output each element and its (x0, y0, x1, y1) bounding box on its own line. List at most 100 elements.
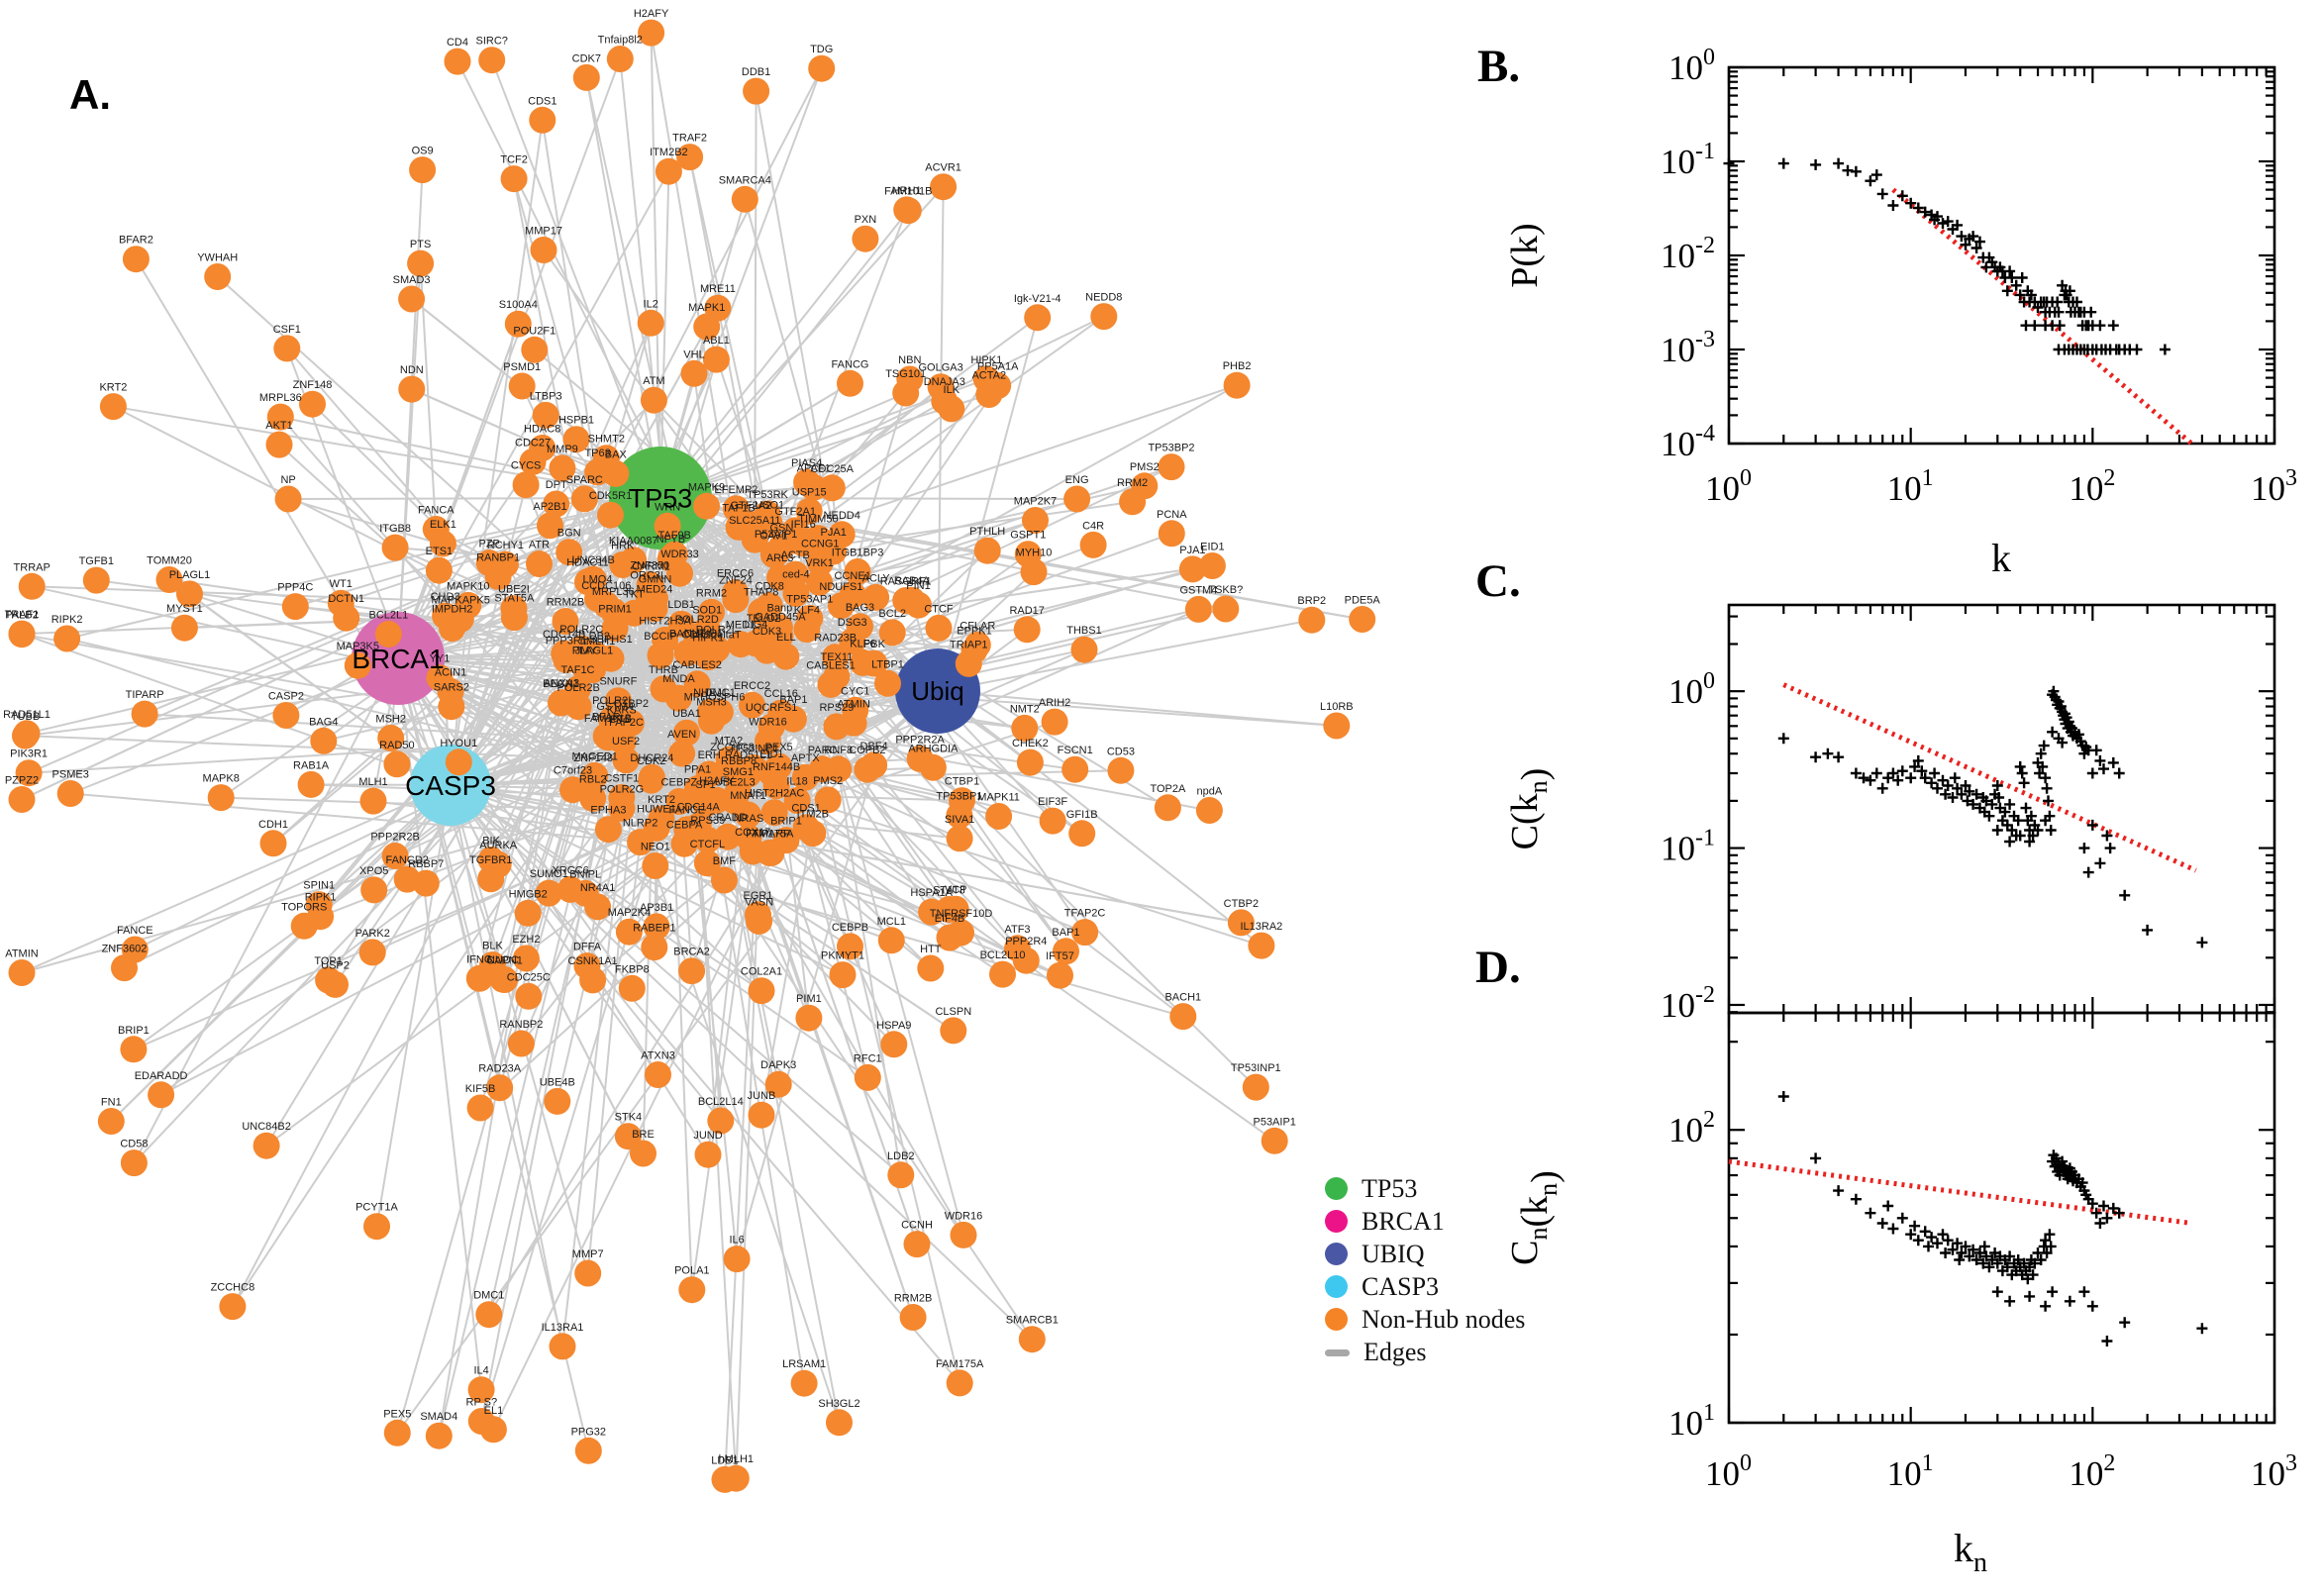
network-node (274, 485, 302, 513)
network-node (1090, 303, 1118, 331)
plot-frame (1727, 65, 2276, 446)
network-node (99, 393, 127, 421)
tick-label: 102 (1668, 1107, 1715, 1149)
legend-item-ubiq: UBIQ (1325, 1238, 1525, 1270)
network-node (660, 541, 688, 568)
network-edge (279, 416, 596, 777)
network-node (694, 826, 722, 853)
network-edge (21, 633, 452, 786)
network-node-label: COX17 (735, 827, 770, 839)
network-node (823, 713, 851, 741)
legend-label: BRCA1 (1362, 1206, 1445, 1236)
network-node-label: APTX (791, 752, 820, 764)
network-edge (584, 800, 736, 895)
network-node (281, 593, 309, 621)
network-node (515, 982, 543, 1010)
network-node (170, 614, 198, 642)
network-node-label: CARM1 (632, 560, 670, 572)
network-node (698, 641, 726, 668)
network-node (8, 959, 36, 986)
edge-swatch-icon (1325, 1349, 1350, 1356)
network-node-label: RBBP8 (721, 755, 757, 767)
network-node-label: PEX5 (765, 742, 793, 753)
network-node (1195, 797, 1223, 824)
network-node (725, 766, 753, 794)
nonhub-swatch-icon (1325, 1308, 1348, 1331)
network-node-label: CCDC106 (581, 580, 631, 592)
network-node (942, 895, 969, 923)
network-node (842, 696, 869, 724)
network-node (735, 824, 762, 851)
network-node-label: FAM101B (584, 713, 632, 725)
network-node (731, 185, 758, 213)
network-edge (937, 317, 1039, 692)
network-edge (397, 657, 1054, 823)
network-node (673, 719, 700, 747)
network-node (549, 1333, 576, 1360)
network-node-label: BRIP1 (770, 816, 802, 828)
scatter-points (1777, 685, 2208, 948)
network-node (1198, 552, 1226, 579)
network-node (606, 46, 634, 72)
network-node-label: PJA1 (821, 527, 847, 539)
network-node-label: Banp (767, 603, 793, 615)
legend-label: TP53 (1362, 1173, 1418, 1203)
network-node (701, 703, 728, 730)
network-node (604, 687, 632, 715)
network-node (764, 1070, 792, 1098)
network-node-label: THAP8 (744, 587, 778, 599)
network-edge (659, 238, 866, 499)
network-node (148, 1081, 175, 1109)
network-node (519, 448, 547, 475)
network-edge (450, 408, 953, 786)
network-node (823, 662, 851, 690)
legend-item-tp53: TP53 (1325, 1172, 1525, 1205)
network-edge (124, 735, 607, 969)
network-node (946, 802, 973, 829)
tick-label: 10-4 (1661, 421, 1715, 463)
network-node (1131, 472, 1159, 500)
network-node (1298, 606, 1326, 634)
network-node (526, 550, 553, 577)
network-node (56, 780, 84, 807)
network-node (854, 1063, 881, 1091)
network-node (1061, 755, 1089, 783)
network-node (82, 566, 110, 594)
network-edge (133, 657, 399, 1164)
network-node (642, 852, 669, 879)
network-node (829, 961, 857, 989)
network-node (398, 375, 426, 403)
network-node-label: VRK1 (805, 557, 834, 569)
network-node-label: MED1 (726, 620, 757, 632)
network-node-label: FAM175A (746, 828, 794, 840)
network-node (614, 1123, 642, 1150)
network-node (597, 501, 624, 529)
network-node (475, 549, 503, 577)
network-node (618, 974, 646, 1002)
network-node-label: GTF2A2 (731, 500, 772, 512)
network-node-label: POLR2I (592, 695, 631, 707)
network-node (637, 309, 664, 337)
network-node (500, 165, 528, 193)
network-node (643, 913, 670, 941)
network-node (573, 952, 601, 980)
tick-label: 10-1 (1661, 139, 1715, 181)
network-node (946, 825, 973, 852)
network-node-label: UBA1 (672, 708, 701, 720)
x-axis-label: k (1991, 536, 2011, 580)
network-node-label: WRN (655, 501, 680, 513)
network-node (918, 898, 946, 926)
network-node (765, 614, 793, 642)
network-node (549, 454, 576, 482)
network-edge (21, 497, 661, 801)
network-node (466, 1094, 494, 1122)
network-node (579, 565, 607, 593)
network-node-label: LDB1 (667, 599, 695, 611)
network-node (804, 525, 832, 552)
network-node (381, 843, 409, 869)
network-edge (450, 784, 960, 1384)
network-node-label: ZNF148 (573, 752, 613, 764)
network-node (722, 1464, 750, 1492)
network-edge (586, 497, 661, 1274)
